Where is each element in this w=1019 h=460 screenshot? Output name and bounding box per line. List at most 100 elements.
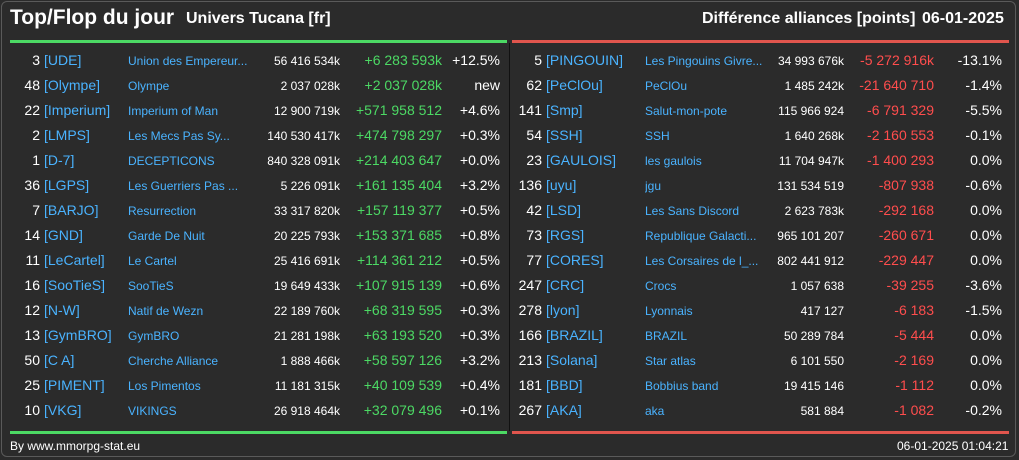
top-row: 25 [PIMENT] Los Pimentos 11 181 315k +40 109… <box>10 373 507 398</box>
alliance-tag-link[interactable]: [N-W] <box>44 302 80 318</box>
alliance-tag-link[interactable]: [lyon] <box>546 302 579 318</box>
top-row: 1 [D-7] DECEPTICONS 840 328 091k +214 403 64… <box>10 148 507 173</box>
alliance-name-link[interactable]: Imperium of Man <box>128 104 253 118</box>
points-difference: -260 671 <box>830 227 934 243</box>
alliance-tag-link[interactable]: [LGPS] <box>44 177 89 193</box>
points-difference: -1 112 <box>830 377 934 393</box>
alliance-name-link[interactable]: GymBRO <box>128 329 253 343</box>
top-row: 50 [C A] Cherche Alliance 1 888 466k +58 597… <box>10 348 507 373</box>
alliance-points: 20 225 793k <box>250 229 340 243</box>
alliance-name-link[interactable]: Salut-mon-pote <box>645 104 770 118</box>
alliance-name-link[interactable]: Les Corsaires de l_... <box>645 254 770 268</box>
alliance-name-link[interactable]: Union des Empereur... <box>128 54 253 68</box>
alliance-name-link[interactable]: Les Guerriers Pas ... <box>128 179 253 193</box>
top-row: 48 [Olympe] Olympe 2 037 028k +2 037 028k new <box>10 73 507 98</box>
alliance-rank: 13 <box>10 327 40 343</box>
alliance-tag-link[interactable]: [PIMENT] <box>44 377 105 393</box>
alliance-tag-link[interactable]: [VKG] <box>44 402 81 418</box>
alliance-name-link[interactable]: SSH <box>645 129 770 143</box>
alliance-name-link[interactable]: SooTieS <box>128 279 253 293</box>
alliance-name-link[interactable]: Los Pimentos <box>128 379 253 393</box>
flop-table: 5 [PINGOUIN] Les Pingouins Givre... 34 993 … <box>512 48 1009 428</box>
alliance-name-link[interactable]: Les Pingouins Givre... <box>645 54 770 68</box>
alliance-name-link[interactable]: Lyonnais <box>645 304 770 318</box>
alliance-tag-link[interactable]: [CRC] <box>546 277 584 293</box>
alliance-tag-link[interactable]: [BRAZIL] <box>546 327 603 343</box>
alliance-name-link[interactable]: DECEPTICONS <box>128 154 253 168</box>
alliance-tag-link[interactable]: [AKA] <box>546 402 582 418</box>
alliance-tag-link[interactable]: [C A] <box>44 352 74 368</box>
percent-change: +0.6% <box>446 277 500 293</box>
alliance-tag-link[interactable]: [CORES] <box>546 252 604 268</box>
alliance-name-link[interactable]: PeClOu <box>645 79 770 93</box>
alliance-name-link[interactable]: VIKINGS <box>128 404 253 418</box>
alliance-tag-link[interactable]: [GND] <box>44 227 83 243</box>
alliance-tag-link[interactable]: [LMPS] <box>44 127 90 143</box>
flop-row: 73 [RGS] Republique Galacti... 965 101 207-… <box>512 223 1009 248</box>
alliance-tag-link[interactable]: [SSH] <box>546 127 583 143</box>
alliance-tag-link[interactable]: [D-7] <box>44 152 74 168</box>
alliance-name-link[interactable]: Garde De Nuit <box>128 229 253 243</box>
alliance-name-link[interactable]: Resurrection <box>128 204 253 218</box>
alliance-points: 33 317 820k <box>250 204 340 218</box>
alliance-name-link[interactable]: jgu <box>645 179 770 193</box>
alliance-name-link[interactable]: aka <box>645 404 770 418</box>
alliance-tag-link[interactable]: [PINGOUIN] <box>546 52 623 68</box>
points-difference: -6 183 <box>830 302 934 318</box>
top-table: 3 [UDE] Union des Empereur... 56 416 534k +6… <box>10 48 507 428</box>
alliance-name-link[interactable]: Natif de Wezn <box>128 304 253 318</box>
alliance-name-link[interactable]: Crocs <box>645 279 770 293</box>
alliance-points: 1 888 466k <box>250 354 340 368</box>
alliance-tag-link[interactable]: [LeCartel] <box>44 252 105 268</box>
alliance-tag-link[interactable]: [LSD] <box>546 202 581 218</box>
alliance-tag-link[interactable]: [RGS] <box>546 227 584 243</box>
alliance-tag-link[interactable]: [BARJO] <box>44 202 98 218</box>
top-row: 10 [VKG] VIKINGS 26 918 464k +32 079 496 +0.1… <box>10 398 507 423</box>
alliance-tag-link[interactable]: [BBD] <box>546 377 583 393</box>
alliance-rank: 25 <box>10 377 40 393</box>
alliance-rank: 62 <box>512 77 542 93</box>
percent-change: -0.6% <box>942 177 1002 193</box>
alliance-tag-link[interactable]: [PeClOu] <box>546 77 603 93</box>
flop-row: 136 [uyu] jgu 131 534 519 -807 938 -0.6% <box>512 173 1009 198</box>
alliance-rank: 11 <box>10 252 40 268</box>
alliance-tag-link[interactable]: [SooTieS] <box>44 277 105 293</box>
alliance-name-link[interactable]: Olympe <box>128 79 253 93</box>
percent-change: +3.2% <box>446 352 500 368</box>
alliance-name-link[interactable]: BRAZIL <box>645 329 770 343</box>
alliance-name-link[interactable]: Bobbius band <box>645 379 770 393</box>
percent-change: +0.8% <box>446 227 500 243</box>
alliance-rank: 54 <box>512 127 542 143</box>
percent-change: new <box>446 77 500 93</box>
percent-change: 0.0% <box>942 377 1002 393</box>
alliance-rank: 181 <box>512 377 542 393</box>
percent-change: 0.0% <box>942 252 1002 268</box>
alliance-tag-link[interactable]: [Imperium] <box>44 102 110 118</box>
alliance-rank: 16 <box>10 277 40 293</box>
alliance-name-link[interactable]: les gaulois <box>645 154 770 168</box>
points-difference: +6 283 593k <box>332 52 442 68</box>
top-row: 7 [BARJO] Resurrection 33 317 820k +157 119 … <box>10 198 507 223</box>
alliance-name-link[interactable]: Star atlas <box>645 354 770 368</box>
alliance-rank: 267 <box>512 402 542 418</box>
alliance-tag-link[interactable]: [Olympe] <box>44 77 100 93</box>
percent-change: +12.5% <box>446 52 500 68</box>
alliance-tag-link[interactable]: [uyu] <box>546 177 576 193</box>
alliance-tag-link[interactable]: [Smp] <box>546 102 583 118</box>
alliance-tag-link[interactable]: [UDE] <box>44 52 81 68</box>
alliance-tag-link[interactable]: [Solana] <box>546 352 597 368</box>
percent-change: -0.2% <box>942 402 1002 418</box>
flop-row: 42 [LSD] Les Sans Discord 2 623 783k -292 16… <box>512 198 1009 223</box>
alliance-name-link[interactable]: Cherche Alliance <box>128 354 253 368</box>
alliance-tag-link[interactable]: [GymBRO] <box>44 327 112 343</box>
alliance-name-link[interactable]: Republique Galacti... <box>645 229 770 243</box>
alliance-points: 56 416 534k <box>250 54 340 68</box>
alliance-tag-link[interactable]: [GAULOIS] <box>546 152 616 168</box>
points-difference: +68 319 595 <box>332 302 442 318</box>
alliance-rank: 136 <box>512 177 542 193</box>
flop-row: 278 [lyon] Lyonnais 417 127 -6 183 -1.5% <box>512 298 1009 323</box>
top-row: 3 [UDE] Union des Empereur... 56 416 534k +6… <box>10 48 507 73</box>
alliance-name-link[interactable]: Les Sans Discord <box>645 204 770 218</box>
alliance-name-link[interactable]: Le Cartel <box>128 254 253 268</box>
alliance-name-link[interactable]: Les Mecs Pas Sy... <box>128 129 253 143</box>
